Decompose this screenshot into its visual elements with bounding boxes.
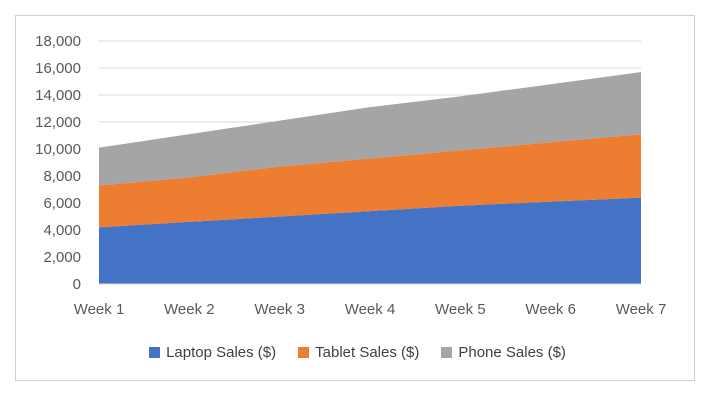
legend-label-phone: Phone Sales ($) xyxy=(458,343,566,361)
x-tick-label: Week 6 xyxy=(525,301,576,318)
legend-swatch-tablet xyxy=(298,346,310,358)
area-series-3 xyxy=(99,72,641,186)
area-series-1 xyxy=(99,197,641,284)
x-tick-label: Week 4 xyxy=(345,301,396,318)
legend-item-laptop: Laptop Sales ($) xyxy=(149,344,276,361)
y-tick-label: 16,000 xyxy=(35,60,81,77)
x-tick-label: Week 2 xyxy=(164,301,215,318)
legend-swatch-phone xyxy=(441,346,453,358)
legend: Laptop Sales ($) Tablet Sales ($) Phone … xyxy=(0,340,715,364)
y-tick-label: 2,000 xyxy=(43,249,81,266)
axes: 0 2,000 4,000 6,000 8,000 10,000 12,000 14,000 1… xyxy=(35,33,666,318)
legend-swatch-laptop xyxy=(149,346,161,358)
y-tick-label: 12,000 xyxy=(35,114,81,131)
x-tick-label: Week 3 xyxy=(254,301,305,318)
legend-label-laptop: Laptop Sales ($) xyxy=(166,343,277,361)
y-tick-label: 18,000 xyxy=(35,33,81,50)
y-tick-label: 10,000 xyxy=(35,141,81,158)
y-tick-label: 8,000 xyxy=(43,168,81,185)
y-tick-label: 14,000 xyxy=(35,87,81,104)
legend-label-tablet: Tablet Sales ($) xyxy=(315,343,420,361)
y-tick-label: 0 xyxy=(73,276,81,293)
legend-item-tablet: Tablet Sales ($) xyxy=(298,344,419,361)
x-tick-label: Week 5 xyxy=(435,301,486,318)
x-tick-label: Week 1 xyxy=(74,301,125,318)
area-series-layer xyxy=(99,72,641,284)
y-tick-label: 4,000 xyxy=(43,222,81,239)
y-tick-label: 6,000 xyxy=(43,195,81,212)
legend-item-phone: Phone Sales ($) xyxy=(441,344,566,361)
area-series-2 xyxy=(99,134,641,228)
x-tick-label: Week 7 xyxy=(616,301,667,318)
